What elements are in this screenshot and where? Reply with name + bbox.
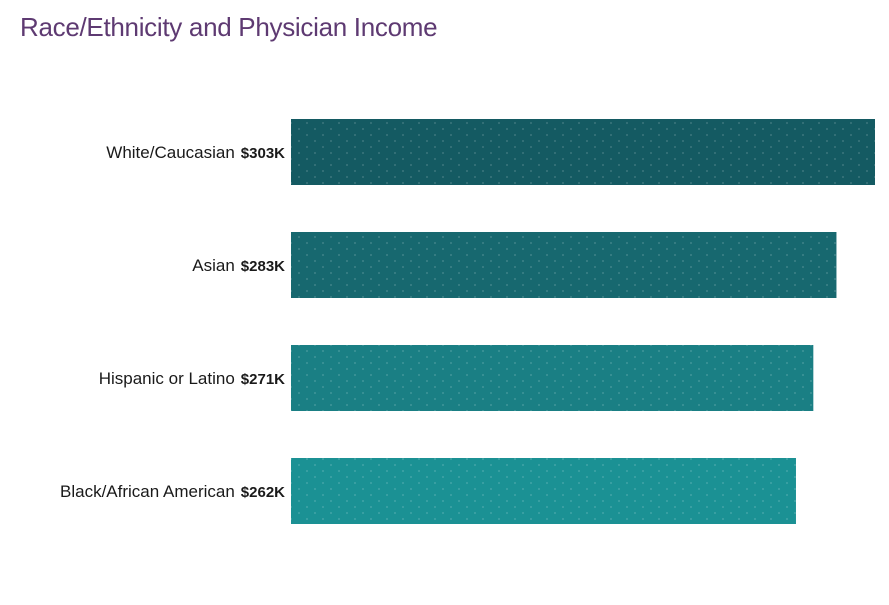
- bar-group: $262K Black/African American: [60, 458, 796, 524]
- category-label: White/Caucasian: [106, 143, 235, 162]
- bar-texture: [291, 458, 796, 524]
- bar-texture: [291, 345, 814, 411]
- value-label: $262K: [241, 484, 285, 501]
- bars-layer: $303K White/Caucasian $283K Asian $271K Hispa…: [60, 119, 875, 524]
- category-label: Black/African American: [60, 482, 235, 501]
- value-label: $303K: [241, 145, 285, 162]
- chart-title: Race/Ethnicity and Physician Income: [20, 12, 438, 42]
- bar-texture: [291, 119, 875, 185]
- value-label: $271K: [241, 371, 285, 388]
- category-label: Asian: [192, 256, 235, 275]
- category-label: Hispanic or Latino: [99, 369, 235, 388]
- bar-group: $303K White/Caucasian: [106, 119, 875, 185]
- bar-group: $283K Asian: [192, 232, 837, 298]
- value-label: $283K: [241, 258, 285, 275]
- bar-texture: [291, 232, 837, 298]
- bar-group: $271K Hispanic or Latino: [99, 345, 814, 411]
